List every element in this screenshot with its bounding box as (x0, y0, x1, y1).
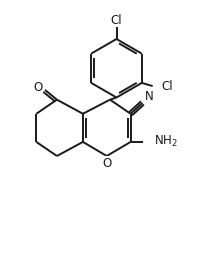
Text: NH$_2$: NH$_2$ (154, 134, 178, 150)
Text: Cl: Cl (162, 80, 173, 93)
Text: O: O (33, 81, 43, 94)
Text: N: N (145, 90, 154, 103)
Text: O: O (102, 157, 111, 170)
Text: Cl: Cl (111, 14, 122, 27)
